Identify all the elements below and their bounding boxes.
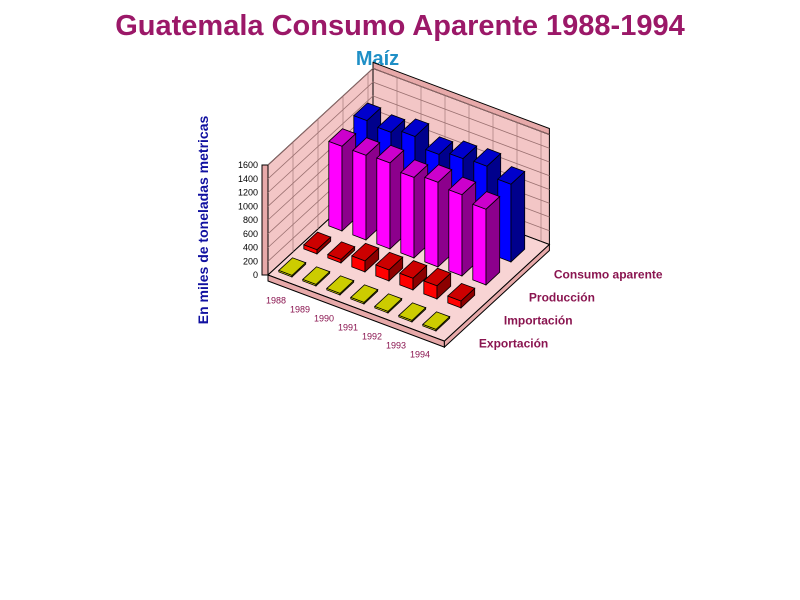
left-wall-edge [261,164,269,276]
bar-front [448,189,463,277]
bar-top [302,266,331,285]
bar-front [376,157,391,250]
bar-exportación-1991 [350,284,379,305]
bar-importación-1993 [423,267,452,300]
gridline [267,81,550,180]
bar-top [424,164,453,183]
bar-side [485,195,501,286]
x-tick-label: 1989 [290,305,310,315]
bar-top [448,176,477,196]
y-axis-label: En miles de toneladas metricas [195,116,211,325]
bar-top [449,140,478,160]
bar-importación-1989 [327,241,356,264]
bar-exportación-1988 [278,257,307,278]
series-label: Importación [504,314,573,328]
y-tick-label: 1600 [238,160,258,170]
bar-exportación-1989 [302,266,331,287]
bar-top [278,257,307,276]
y-tick-label: 1000 [238,201,258,211]
y-tick-label: 400 [243,243,258,253]
bar-top [473,148,502,167]
bar-front [472,203,487,286]
bar-top [303,231,332,251]
bar-top [398,302,427,321]
y-tick-label: 1400 [238,174,258,184]
bar-top [377,114,406,133]
x-tick-label: 1988 [266,296,286,306]
x-tick-label: 1991 [338,323,358,333]
chart-labels: 0 200 400 600 800 1000 1200 1400 1600 1988 1989 199… [238,160,663,360]
bar-producción-1990 [376,144,405,250]
bar-producción-1988 [328,128,357,232]
bar-top [326,275,355,294]
series-label: Producción [529,291,595,305]
bar-exportación-1990 [326,275,355,296]
bar-top [351,242,380,262]
bar-top [374,293,403,312]
gridline [267,95,550,193]
x-tick-label: 1992 [362,332,382,342]
bar-front [352,149,367,241]
bar-top [422,311,451,330]
y-tick-label: 0 [253,270,258,280]
bar-front [328,140,343,232]
bar-top [375,251,404,271]
bar-top [497,166,526,185]
bar-top [352,137,381,156]
bar-exportación-1994 [422,311,451,332]
bar-top [399,260,428,279]
bar-importación-1991 [375,251,404,282]
bar-top [327,241,356,260]
bar-top [447,282,476,302]
chart-bars [278,102,526,332]
y-tick-label: 1200 [238,188,258,198]
bar-top [400,159,429,178]
bar-importación-1990 [351,242,380,273]
y-tick-label: 800 [243,215,258,225]
bar-exportación-1993 [398,302,427,323]
bar-top [353,102,382,122]
y-tick-label: 200 [243,256,258,266]
bar-top [472,191,501,210]
bar-producción-1991 [400,159,429,259]
y-tick-label: 600 [243,229,258,239]
bar-top [401,118,430,137]
bar-exportación-1992 [374,293,403,314]
floor-side-edge [443,243,550,349]
bar-top [328,128,357,147]
bar-top [423,267,452,287]
bar-producción-1989 [352,137,381,241]
bar-front [400,171,415,259]
bar-side [510,170,526,263]
x-tick-label: 1993 [386,341,406,351]
bar-top [350,284,379,303]
x-tick-label: 1994 [410,350,430,360]
chart-subtitle: Maíz [355,48,400,70]
bar-producción-1994 [472,191,501,286]
bar-front [424,176,439,268]
bar-importación-1988 [303,231,332,255]
bar-top [376,144,405,164]
bar-producción-1993 [448,176,477,277]
gridline [267,67,550,166]
bar-top [425,136,454,155]
series-label: Consumo aparente [554,268,663,282]
series-label: Exportación [479,337,548,351]
chart-title: Guatemala Consumo Aparente 1988-1994 [115,10,685,42]
x-tick-label: 1990 [314,314,334,324]
bar-producción-1992 [424,164,453,268]
bar-importación-1992 [399,260,428,291]
bar-importación-1994 [447,282,476,309]
bar-consumo-aparente-1994 [497,166,526,263]
